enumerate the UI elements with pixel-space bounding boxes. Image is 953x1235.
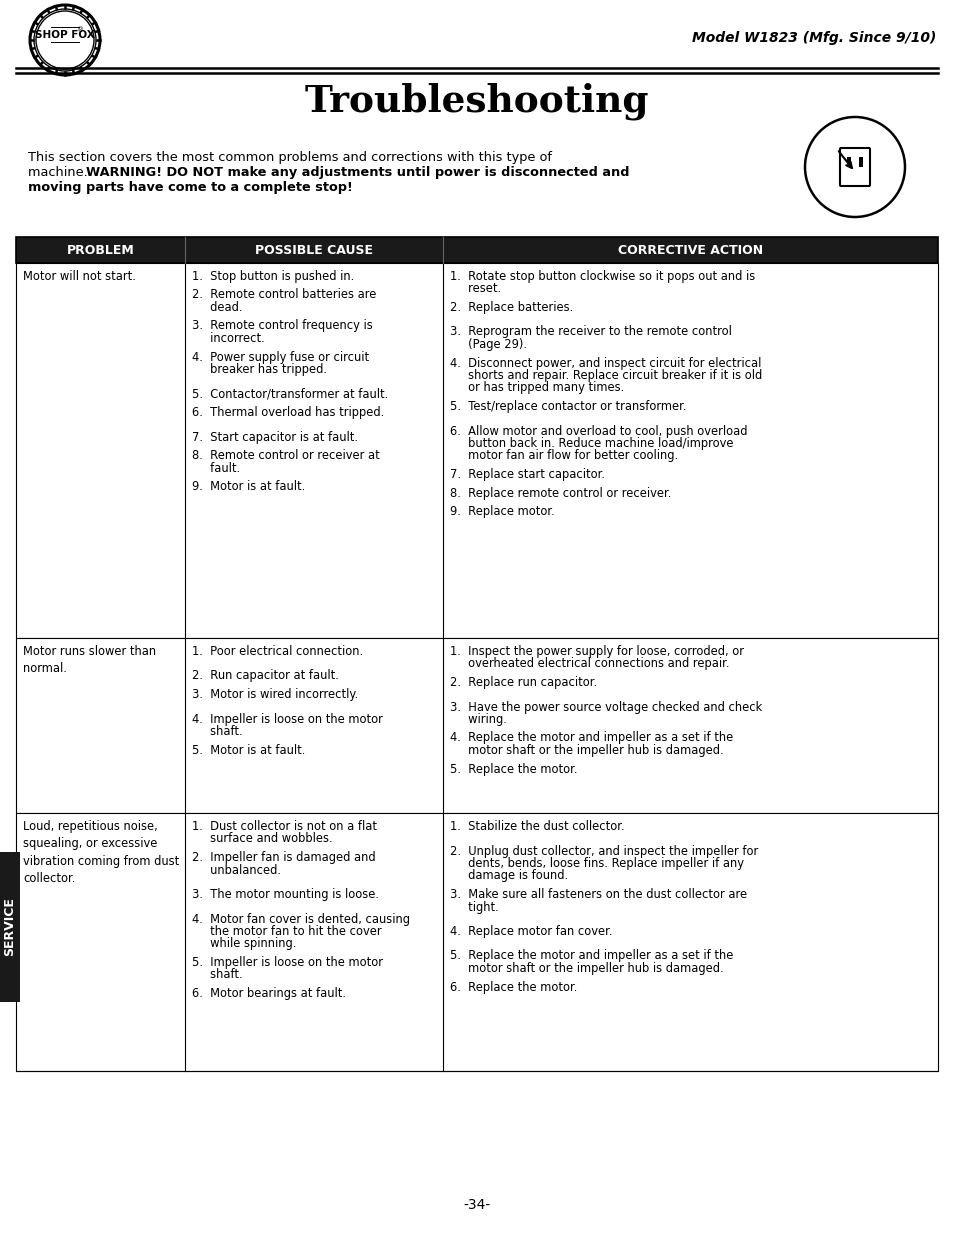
Text: 5.  Contactor/transformer at fault.: 5. Contactor/transformer at fault.	[192, 388, 388, 400]
Text: fault.: fault.	[192, 462, 240, 474]
Text: 1.  Stabilize the dust collector.: 1. Stabilize the dust collector.	[450, 820, 624, 832]
Text: 5.  Impeller is loose on the motor: 5. Impeller is loose on the motor	[192, 956, 382, 969]
Text: WARNING! DO NOT make any adjustments until power is disconnected and: WARNING! DO NOT make any adjustments unt…	[86, 165, 629, 179]
Text: 1.  Rotate stop button clockwise so it pops out and is: 1. Rotate stop button clockwise so it po…	[450, 270, 755, 283]
Text: CORRECTIVE ACTION: CORRECTIVE ACTION	[618, 243, 762, 257]
Text: 2.  Replace run capacitor.: 2. Replace run capacitor.	[450, 676, 597, 689]
Text: incorrect.: incorrect.	[192, 332, 265, 345]
Text: moving parts have come to a complete stop!: moving parts have come to a complete sto…	[28, 182, 353, 194]
Text: 2.  Remote control batteries are: 2. Remote control batteries are	[192, 289, 376, 301]
Text: 1.  Poor electrical connection.: 1. Poor electrical connection.	[192, 645, 363, 658]
Text: 2.  Unplug dust collector, and inspect the impeller for: 2. Unplug dust collector, and inspect th…	[450, 845, 758, 857]
Text: 8.  Replace remote control or receiver.: 8. Replace remote control or receiver.	[450, 487, 671, 499]
Text: 7.  Replace start capacitor.: 7. Replace start capacitor.	[450, 468, 604, 480]
Text: surface and wobbles.: surface and wobbles.	[192, 832, 333, 846]
Text: 4.  Impeller is loose on the motor: 4. Impeller is loose on the motor	[192, 713, 382, 725]
Text: 6.  Replace the motor.: 6. Replace the motor.	[450, 981, 577, 993]
Text: 7.  Start capacitor is at fault.: 7. Start capacitor is at fault.	[192, 431, 357, 443]
Text: Troubleshooting: Troubleshooting	[304, 82, 649, 120]
Text: 1.  Dust collector is not on a flat: 1. Dust collector is not on a flat	[192, 820, 376, 832]
Text: button back in. Reduce machine load/improve: button back in. Reduce machine load/impr…	[450, 437, 733, 450]
Text: SERVICE: SERVICE	[4, 898, 16, 956]
Text: 5.  Test/replace contactor or transformer.: 5. Test/replace contactor or transformer…	[450, 400, 686, 412]
Circle shape	[36, 11, 94, 69]
Text: 9.  Motor is at fault.: 9. Motor is at fault.	[192, 480, 305, 493]
Text: 2.  Replace batteries.: 2. Replace batteries.	[450, 301, 573, 314]
Text: 6.  Motor bearings at fault.: 6. Motor bearings at fault.	[192, 987, 346, 1000]
Circle shape	[804, 117, 904, 217]
Text: tight.: tight.	[450, 900, 498, 914]
Text: 3.  The motor mounting is loose.: 3. The motor mounting is loose.	[192, 888, 378, 902]
Text: breaker has tripped.: breaker has tripped.	[192, 363, 327, 375]
FancyBboxPatch shape	[16, 237, 937, 263]
Text: shorts and repair. Replace circuit breaker if it is old: shorts and repair. Replace circuit break…	[450, 369, 761, 382]
FancyBboxPatch shape	[846, 157, 850, 167]
Text: 4.  Replace motor fan cover.: 4. Replace motor fan cover.	[450, 925, 612, 939]
Text: POSSIBLE CAUSE: POSSIBLE CAUSE	[254, 243, 373, 257]
Text: 1.  Stop button is pushed in.: 1. Stop button is pushed in.	[192, 270, 354, 283]
Text: motor shaft or the impeller hub is damaged.: motor shaft or the impeller hub is damag…	[450, 743, 723, 757]
Text: unbalanced.: unbalanced.	[192, 863, 281, 877]
Text: dead.: dead.	[192, 301, 242, 314]
Text: PROBLEM: PROBLEM	[67, 243, 134, 257]
Text: 5.  Replace the motor.: 5. Replace the motor.	[450, 762, 577, 776]
FancyBboxPatch shape	[16, 263, 937, 638]
Text: Loud, repetitious noise,
squealing, or excessive
vibration coming from dust
coll: Loud, repetitious noise, squealing, or e…	[23, 820, 179, 885]
Text: 3.  Reprogram the receiver to the remote control: 3. Reprogram the receiver to the remote …	[450, 326, 731, 338]
FancyBboxPatch shape	[858, 157, 862, 167]
Text: Motor runs slower than
normal.: Motor runs slower than normal.	[23, 645, 156, 676]
Text: 4.  Replace the motor and impeller as a set if the: 4. Replace the motor and impeller as a s…	[450, 731, 733, 745]
Text: 4.  Motor fan cover is dented, causing: 4. Motor fan cover is dented, causing	[192, 913, 410, 925]
Text: 4.  Disconnect power, and inspect circuit for electrical: 4. Disconnect power, and inspect circuit…	[450, 357, 760, 369]
Text: -34-: -34-	[463, 1198, 490, 1212]
Text: 3.  Have the power source voltage checked and check: 3. Have the power source voltage checked…	[450, 700, 761, 714]
FancyBboxPatch shape	[16, 813, 937, 1071]
Text: 3.  Make sure all fasteners on the dust collector are: 3. Make sure all fasteners on the dust c…	[450, 888, 746, 902]
Text: the motor fan to hit the cover: the motor fan to hit the cover	[192, 925, 381, 939]
FancyBboxPatch shape	[0, 852, 20, 1002]
Text: 3.  Motor is wired incorrectly.: 3. Motor is wired incorrectly.	[192, 688, 357, 701]
Text: 4.  Power supply fuse or circuit: 4. Power supply fuse or circuit	[192, 351, 369, 363]
Circle shape	[30, 5, 100, 75]
Text: while spinning.: while spinning.	[192, 937, 296, 951]
Text: 2.  Run capacitor at fault.: 2. Run capacitor at fault.	[192, 669, 338, 683]
Text: overheated electrical connections and repair.: overheated electrical connections and re…	[450, 657, 729, 671]
Text: dents, bends, loose fins. Replace impeller if any: dents, bends, loose fins. Replace impell…	[450, 857, 743, 869]
Text: 9.  Replace motor.: 9. Replace motor.	[450, 505, 554, 517]
Text: damage is found.: damage is found.	[450, 869, 568, 883]
Text: (Page 29).: (Page 29).	[450, 338, 526, 351]
Text: 5.  Replace the motor and impeller as a set if the: 5. Replace the motor and impeller as a s…	[450, 950, 733, 962]
Text: SHOP FOX: SHOP FOX	[35, 30, 94, 40]
FancyBboxPatch shape	[840, 148, 869, 186]
Text: 2.  Impeller fan is damaged and: 2. Impeller fan is damaged and	[192, 851, 375, 864]
Text: 6.  Thermal overload has tripped.: 6. Thermal overload has tripped.	[192, 406, 384, 419]
Text: wiring.: wiring.	[450, 713, 506, 726]
Text: or has tripped many times.: or has tripped many times.	[450, 382, 623, 394]
Text: reset.: reset.	[450, 283, 500, 295]
Text: 5.  Motor is at fault.: 5. Motor is at fault.	[192, 743, 305, 757]
Text: shaft.: shaft.	[192, 968, 242, 982]
Text: Model W1823 (Mfg. Since 9/10): Model W1823 (Mfg. Since 9/10)	[691, 31, 935, 44]
Text: This section covers the most common problems and corrections with this type of: This section covers the most common prob…	[28, 151, 552, 164]
FancyBboxPatch shape	[16, 638, 937, 813]
Text: machine.: machine.	[28, 165, 91, 179]
Text: motor shaft or the impeller hub is damaged.: motor shaft or the impeller hub is damag…	[450, 962, 723, 974]
Text: 6.  Allow motor and overload to cool, push overload: 6. Allow motor and overload to cool, pus…	[450, 425, 747, 437]
Text: shaft.: shaft.	[192, 725, 242, 739]
Text: motor fan air flow for better cooling.: motor fan air flow for better cooling.	[450, 450, 678, 462]
Text: Motor will not start.: Motor will not start.	[23, 270, 135, 283]
Text: ®: ®	[77, 27, 85, 33]
Text: 8.  Remote control or receiver at: 8. Remote control or receiver at	[192, 450, 379, 462]
Text: 3.  Remote control frequency is: 3. Remote control frequency is	[192, 320, 373, 332]
Text: 1.  Inspect the power supply for loose, corroded, or: 1. Inspect the power supply for loose, c…	[450, 645, 743, 658]
